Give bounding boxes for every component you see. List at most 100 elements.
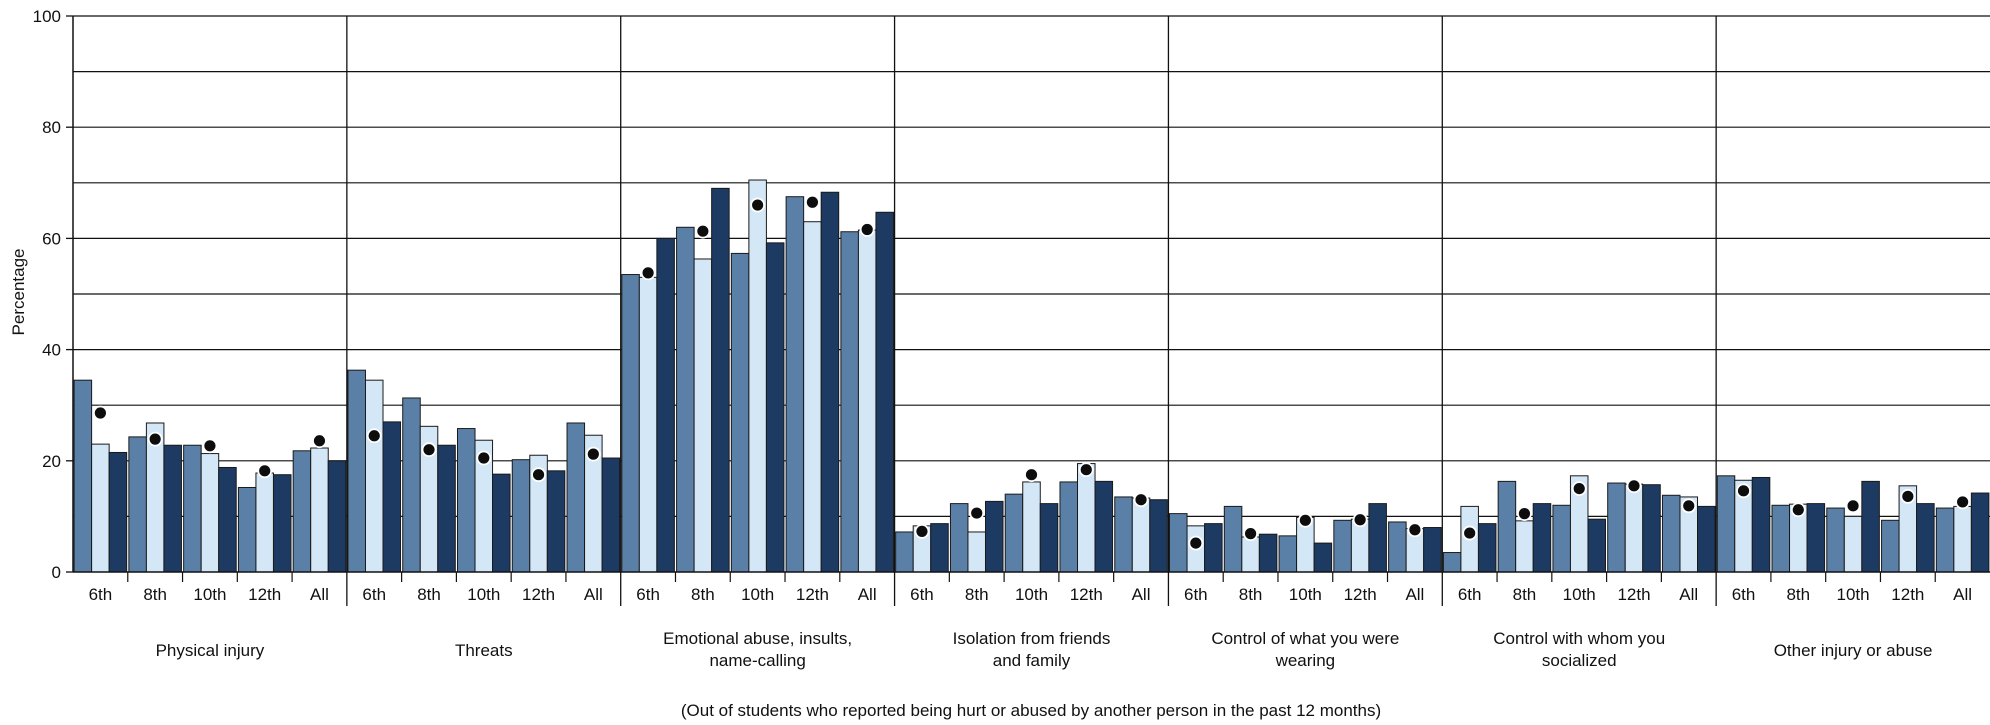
bar (1169, 513, 1188, 573)
group-label: wearing (1275, 651, 1336, 670)
bar (1916, 503, 1935, 573)
data-point-dot (1297, 512, 1313, 528)
x-tick-label: 10th (1563, 585, 1596, 604)
grid-layer (73, 15, 1990, 606)
group-label: Isolation from friends (953, 629, 1111, 648)
x-tick-label: 12th (796, 585, 829, 604)
x-tick-label: 8th (1513, 585, 1537, 604)
bar (1970, 492, 1990, 573)
y-tick-label: 100 (33, 7, 61, 26)
bar (73, 379, 93, 573)
y-axis-label: Percentage (9, 249, 28, 336)
bar (1094, 480, 1114, 573)
data-point-dot (92, 405, 108, 421)
x-tick-label: All (858, 585, 877, 604)
x-tick-label: All (1405, 585, 1424, 604)
data-point-dot (1517, 506, 1532, 522)
bar (163, 444, 182, 573)
y-tick-label: 20 (42, 452, 61, 471)
x-tick-label: All (310, 585, 329, 604)
bar (621, 274, 640, 573)
bar (1697, 505, 1716, 573)
bar (1039, 503, 1059, 573)
data-point-dot (1024, 467, 1039, 483)
data-point-dot (312, 433, 327, 449)
data-point-dot (1243, 526, 1258, 542)
bar (676, 226, 695, 573)
data-point-dot (1078, 462, 1094, 478)
bar (327, 460, 347, 573)
bar (1806, 503, 1826, 573)
group-label: Control of what you were (1211, 629, 1399, 648)
data-point-dot (1407, 522, 1423, 538)
bar (949, 503, 969, 573)
group-label: Threats (455, 641, 513, 660)
bar (748, 179, 767, 573)
bar (1313, 542, 1333, 573)
data-point-dot (1681, 498, 1697, 514)
bar (1059, 481, 1079, 573)
bar (1223, 505, 1243, 573)
data-point-dot (1900, 488, 1916, 504)
bar (255, 472, 274, 573)
bar (310, 447, 329, 573)
data-point-dot (476, 450, 492, 466)
bar (456, 428, 476, 573)
data-point-dot (1736, 483, 1751, 499)
bar (967, 531, 986, 573)
data-point-dot (695, 223, 711, 239)
bar (1241, 536, 1260, 573)
bar (237, 486, 257, 573)
bar (1861, 480, 1880, 573)
bar (364, 379, 384, 573)
bar (347, 369, 366, 573)
bar (895, 531, 914, 573)
bar (785, 196, 805, 573)
bar (1477, 523, 1497, 573)
bar (1771, 504, 1791, 573)
bar (1843, 515, 1863, 573)
bar (840, 231, 859, 573)
bar (1751, 476, 1771, 573)
group-label: and family (993, 651, 1071, 670)
x-tick-label: All (584, 585, 603, 604)
bar (1661, 494, 1681, 573)
chart-note: (Out of students who reported being hurt… (681, 701, 1381, 720)
bar (1278, 535, 1298, 573)
data-point-dot (202, 438, 218, 454)
bar (382, 421, 402, 573)
bar (1624, 483, 1644, 573)
x-tick-label: 10th (1289, 585, 1322, 604)
bar (272, 474, 292, 573)
bar (183, 444, 202, 573)
data-point-dot (257, 463, 273, 479)
bar (1642, 484, 1661, 573)
bar (875, 211, 894, 573)
bar (693, 258, 713, 573)
x-tick-label: 6th (1184, 585, 1208, 604)
x-tick-label: 12th (522, 585, 555, 604)
bar (601, 457, 621, 573)
dots-layer (92, 194, 1971, 551)
bar (1442, 552, 1462, 573)
group-label: name-calling (709, 651, 805, 670)
bar (128, 436, 147, 573)
group-label: Physical injury (156, 641, 265, 660)
data-point-dot (147, 431, 163, 447)
y-tick-label: 60 (42, 229, 61, 248)
bar (1204, 523, 1223, 573)
group-label: socialized (1542, 651, 1617, 670)
bar (1953, 505, 1972, 573)
bar (984, 500, 1004, 573)
bar (437, 444, 456, 573)
bar (730, 252, 750, 573)
bar (1423, 527, 1442, 573)
data-point-dot (1352, 512, 1368, 528)
bar (1131, 497, 1151, 573)
x-tick-label: 6th (1732, 585, 1756, 604)
bar (857, 229, 877, 573)
bar (566, 422, 586, 573)
data-point-dot (805, 194, 820, 210)
axes-layer: 0 20 40 60 80 100 (33, 7, 1990, 582)
data-point-dot (750, 197, 766, 213)
